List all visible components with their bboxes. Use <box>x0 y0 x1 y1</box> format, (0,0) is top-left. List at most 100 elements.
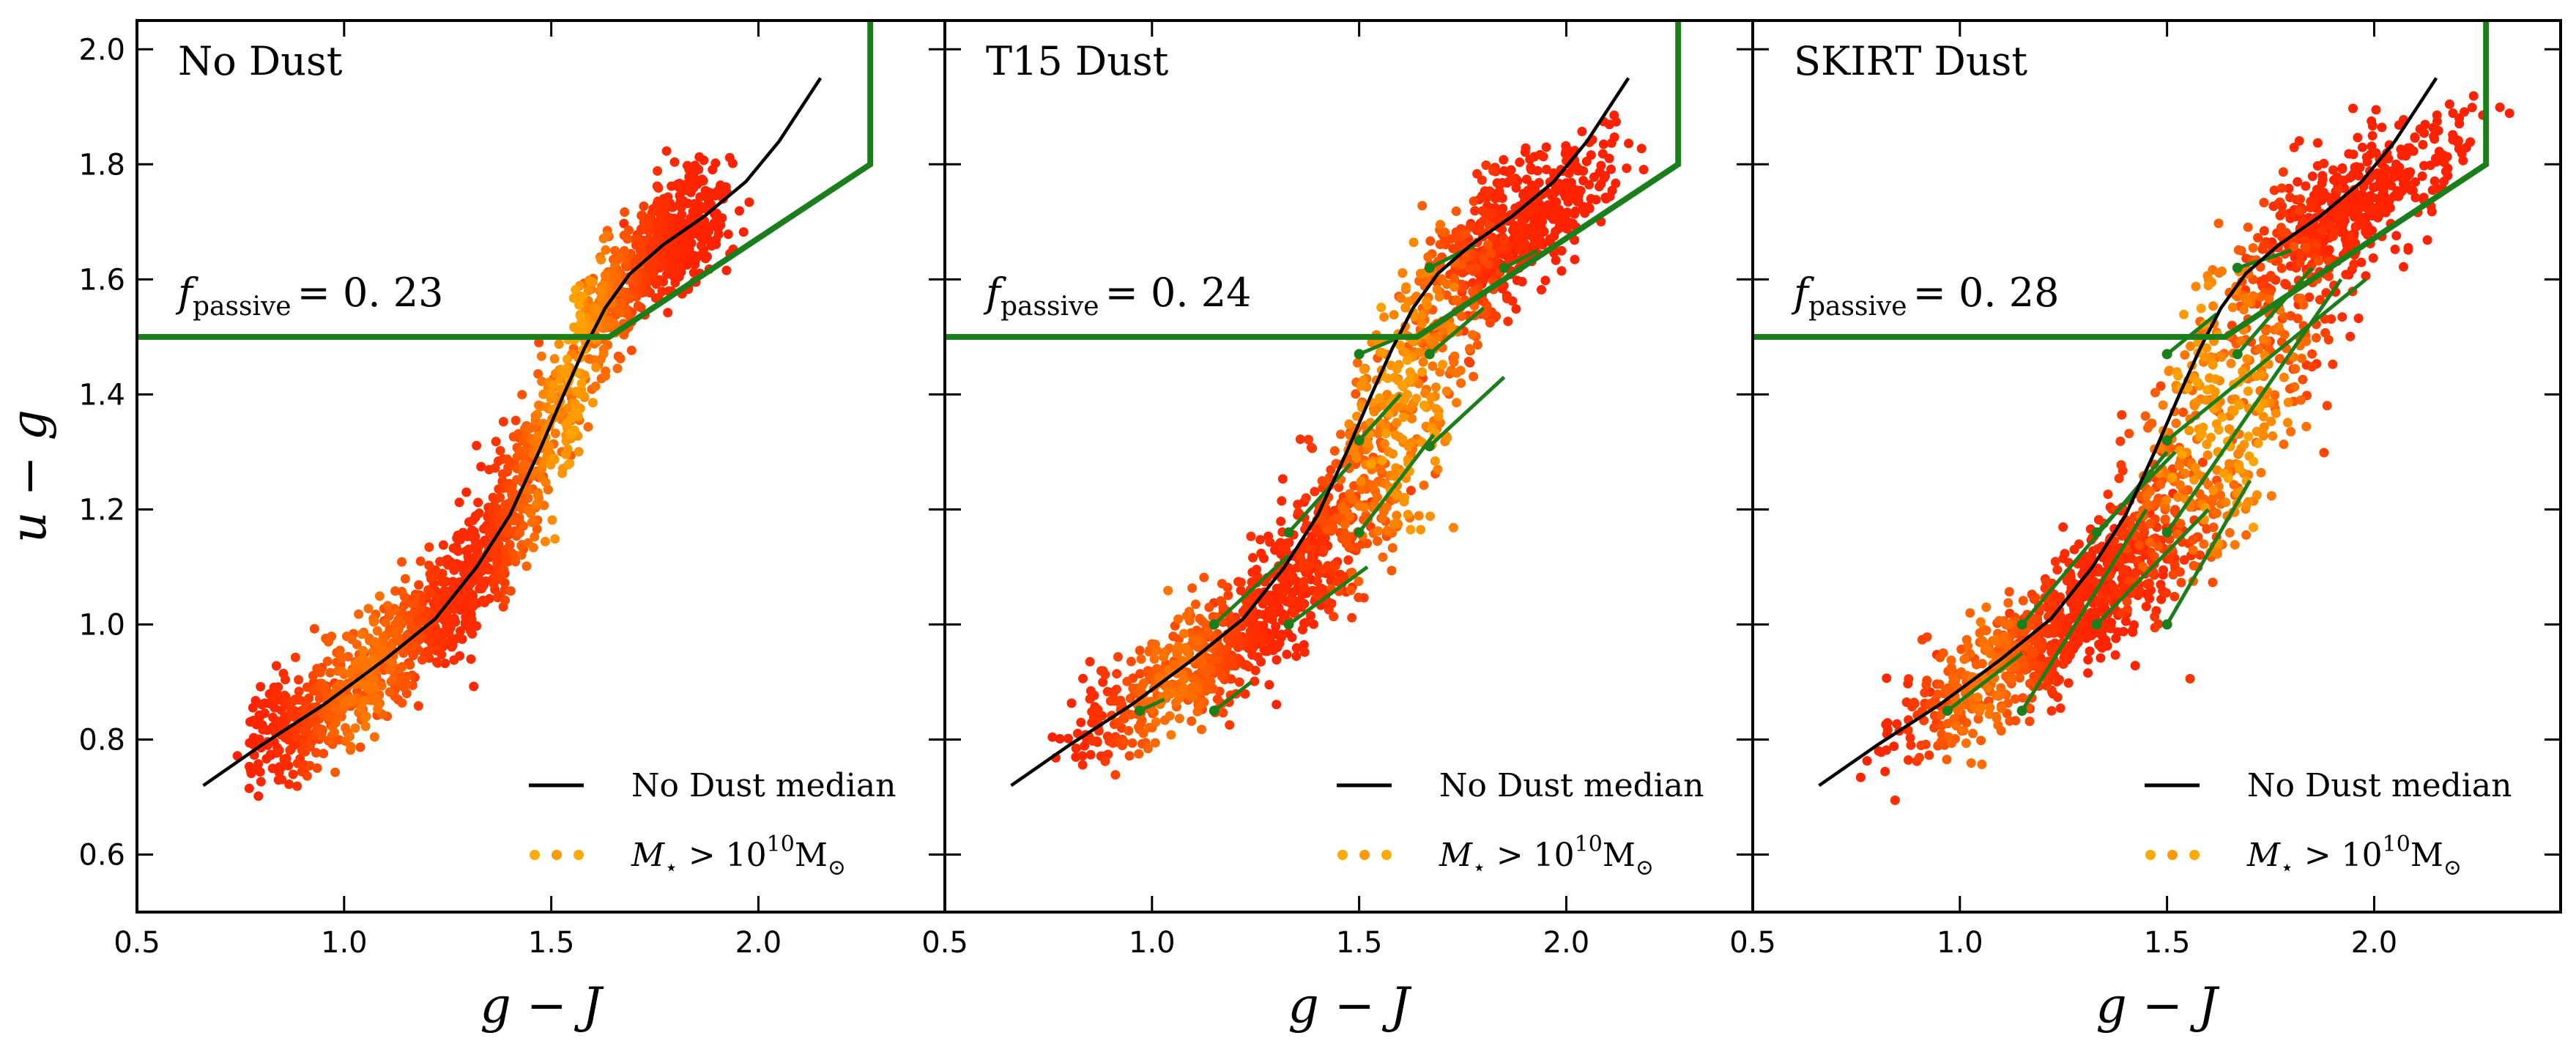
scatter-point <box>1245 626 1255 637</box>
scatter-point <box>598 234 609 243</box>
scatter-point <box>2213 218 2224 229</box>
scatter-point <box>1316 515 1326 525</box>
scatter-point <box>721 265 732 275</box>
x-tick-label: 0.5 <box>114 926 160 960</box>
scatter-point <box>1465 344 1474 354</box>
y-tick-label: 1.2 <box>78 493 125 527</box>
scatter-point <box>1456 378 1466 388</box>
scatter-point <box>305 742 315 752</box>
scatter-point <box>1527 204 1537 215</box>
scatter-point <box>1296 553 1306 563</box>
dust-shift-line <box>1428 306 1485 356</box>
scatter-point <box>308 670 318 681</box>
scatter-point <box>546 388 557 399</box>
scatter-point <box>1376 303 1387 313</box>
scatter-point <box>2093 567 2104 577</box>
scatter-point <box>1177 656 1187 666</box>
scatter-point <box>523 485 532 495</box>
scatter-point <box>527 517 537 527</box>
scatter-point <box>2468 91 2479 101</box>
scatter-point <box>1345 511 1355 522</box>
scatter-point <box>2315 294 2325 305</box>
scatter-point <box>596 292 606 303</box>
scatter-point <box>354 609 364 619</box>
scatter-point <box>2197 457 2208 467</box>
scatter-point <box>2001 619 2011 629</box>
scatter-point <box>626 345 636 355</box>
scatter-point <box>2233 245 2243 255</box>
scatter-point <box>1503 316 1513 327</box>
scatter-point <box>1414 511 1424 521</box>
scatter-point <box>2254 344 2264 354</box>
scatter-point <box>1977 759 1987 769</box>
scatter-point <box>735 206 744 216</box>
scatter-point <box>1354 593 1364 602</box>
scatter-point <box>1537 285 1546 294</box>
scatter-point <box>724 152 735 163</box>
scatter-point <box>2317 178 2327 188</box>
scatter-point <box>517 390 527 400</box>
scatter-point <box>1947 738 1956 748</box>
scatter-point <box>699 245 709 255</box>
scatter-point <box>2350 238 2361 248</box>
scatter-point <box>2058 553 2068 563</box>
scatter-point <box>569 322 579 333</box>
scatter-point <box>600 270 610 281</box>
scatter-point <box>407 599 417 609</box>
scatter-point <box>294 675 304 685</box>
scatter-point <box>322 656 333 667</box>
scatter-point <box>534 338 544 348</box>
x-tick-label: 2.0 <box>1543 926 1590 960</box>
scatter-point <box>1389 519 1399 529</box>
scatter-point <box>1398 412 1408 422</box>
scatter-point <box>1430 382 1441 393</box>
scatter-point <box>2159 565 2168 575</box>
scatter-point <box>1417 201 1428 211</box>
scatter-point <box>1191 599 1200 610</box>
scatter-point <box>1973 714 1983 724</box>
scatter-point <box>549 354 560 364</box>
scatter-point <box>290 652 300 662</box>
scatter-point <box>563 354 572 364</box>
scatter-point <box>2137 561 2148 571</box>
scatter-point <box>1318 564 1328 574</box>
scatter-point <box>2367 141 2377 152</box>
scatter-point <box>2116 460 2126 470</box>
scatter-point <box>2018 693 2028 703</box>
scatter-point <box>1951 721 1961 731</box>
scatter-point <box>1340 519 1350 530</box>
scatter-point <box>2289 241 2299 251</box>
scatter-point <box>299 696 309 706</box>
scatter-point <box>2001 638 2011 648</box>
scatter-point <box>2296 395 2306 405</box>
scatter-point <box>1326 464 1336 475</box>
scatter-point <box>1481 160 1491 170</box>
scatter-point <box>2467 103 2477 113</box>
scatter-point <box>1273 541 1283 551</box>
scatter-point <box>1152 664 1162 674</box>
scatter-point <box>623 234 633 244</box>
scatter-point <box>1122 676 1132 686</box>
dust-shift-line <box>1212 554 1291 626</box>
legend-mass-sun: ⊙ <box>1636 855 1654 881</box>
scatter-point <box>2030 593 2041 603</box>
scatter-point <box>2248 242 2258 253</box>
panel-0: 0.5 1.0 1.5 2.00.60.81.01.21.41.61.82.0g − … <box>78 19 946 1034</box>
scatter-point <box>1965 608 1975 618</box>
scatter-point <box>2337 163 2347 173</box>
scatter-point <box>2304 292 2315 303</box>
legend-mass-star: ⋆ <box>664 855 678 881</box>
scatter-point <box>661 146 672 156</box>
scatter-point <box>1904 674 1914 684</box>
scatter-point <box>360 722 371 731</box>
scatter-point <box>1392 418 1402 428</box>
scatter-point <box>2169 560 2180 570</box>
scatter-point <box>2043 629 2053 639</box>
scatter-point <box>2100 621 2110 631</box>
scatter-point <box>2086 607 2096 618</box>
scatter-point <box>1291 651 1302 662</box>
scatter-point <box>1362 538 1372 549</box>
scatter-point <box>2096 653 2106 663</box>
scatter-point <box>1330 561 1340 571</box>
